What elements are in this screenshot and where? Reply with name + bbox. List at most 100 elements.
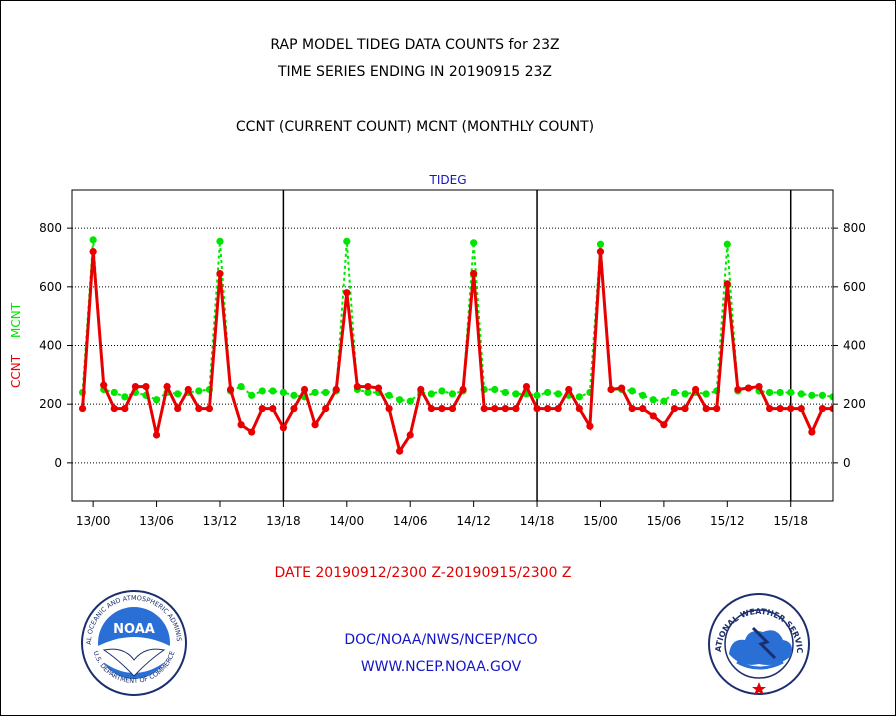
data-point-ccnt <box>554 404 562 413</box>
x-tick-label: 15/12 <box>710 514 745 528</box>
data-point-mcnt <box>89 236 97 244</box>
data-point-ccnt <box>226 385 235 394</box>
data-point-ccnt <box>755 382 763 391</box>
data-point-ccnt <box>152 431 161 439</box>
grid-layer <box>72 190 833 501</box>
series-ccnt <box>78 248 833 455</box>
data-point-mcnt <box>269 387 277 395</box>
chart-title-line3: CCNT (CURRENT COUNT) MCNT (MONTHLY COUNT… <box>235 119 595 135</box>
data-point-mcnt <box>364 388 372 397</box>
data-point-mcnt <box>670 388 679 397</box>
data-point-mcnt <box>575 393 583 401</box>
nws-logo: NATIONAL WEATHER SERVICE <box>707 592 810 695</box>
data-point-mcnt <box>279 388 287 397</box>
data-point-mcnt <box>195 387 203 395</box>
x-tick-label: 15/06 <box>647 514 682 528</box>
data-point-ccnt <box>322 404 330 413</box>
data-point-ccnt <box>533 404 541 413</box>
noaa-label: NOAA <box>113 622 155 637</box>
data-point-mcnt <box>533 391 541 399</box>
data-point-ccnt <box>586 422 594 430</box>
data-point-mcnt <box>818 391 827 399</box>
time-series-chart: TIDEG 0 0 200 200 400 400 600 600 800 800 13/00 13/… <box>9 173 866 528</box>
data-point-mcnt <box>681 390 689 398</box>
data-point-mcnt <box>639 391 647 399</box>
data-point-mcnt <box>765 388 774 397</box>
data-point-mcnt <box>660 397 668 405</box>
data-point-ccnt <box>300 385 309 394</box>
axis-layer: 0 0 200 200 400 400 600 600 800 800 13/00 13/06 13/1… <box>39 189 866 528</box>
data-point-ccnt <box>670 404 679 413</box>
data-point-ccnt <box>639 404 647 413</box>
data-point-ccnt <box>406 431 414 439</box>
data-point-ccnt <box>618 384 626 392</box>
data-point-ccnt <box>829 404 833 413</box>
data-point-ccnt <box>195 404 203 413</box>
data-point-ccnt <box>575 404 583 413</box>
data-point-ccnt <box>660 421 668 429</box>
series-layer <box>78 236 833 455</box>
data-point-ccnt <box>470 270 478 278</box>
data-point-mcnt <box>702 390 710 398</box>
data-point-ccnt <box>607 385 615 394</box>
data-point-ccnt <box>776 404 784 413</box>
data-point-ccnt <box>364 382 372 391</box>
data-point-ccnt <box>237 421 245 429</box>
data-point-mcnt <box>512 390 520 398</box>
data-point-mcnt <box>470 239 478 247</box>
data-point-mcnt <box>554 390 562 398</box>
data-point-ccnt <box>818 404 827 413</box>
data-point-mcnt <box>311 388 319 397</box>
data-point-ccnt <box>691 385 700 394</box>
data-point-mcnt <box>152 396 161 404</box>
data-point-ccnt <box>163 382 171 391</box>
y-tick-label-right: 600 <box>843 280 866 294</box>
data-point-ccnt <box>343 289 351 297</box>
data-point-ccnt <box>491 404 499 413</box>
data-point-ccnt <box>459 385 467 394</box>
data-point-ccnt <box>522 382 531 391</box>
x-tick-label: 14/12 <box>456 514 491 528</box>
data-point-ccnt <box>353 382 361 391</box>
data-point-ccnt <box>427 404 435 413</box>
y-tick-label-left: 800 <box>39 221 62 235</box>
chart-subtitle: TIDEG <box>429 173 467 187</box>
data-point-ccnt <box>279 424 287 432</box>
data-point-ccnt <box>787 404 795 413</box>
data-point-mcnt <box>544 388 552 397</box>
data-point-ccnt <box>797 404 805 413</box>
data-point-ccnt <box>385 404 393 413</box>
data-point-ccnt <box>290 404 298 413</box>
data-point-mcnt <box>237 382 245 391</box>
data-point-ccnt <box>596 248 605 256</box>
data-point-mcnt <box>406 397 414 405</box>
data-point-mcnt <box>322 388 330 397</box>
x-tick-label: 15/00 <box>583 514 618 528</box>
data-point-mcnt <box>797 390 805 398</box>
data-point-ccnt <box>744 384 753 392</box>
data-point-ccnt <box>480 404 488 413</box>
website-link[interactable]: WWW.NCEP.NOAA.GOV <box>360 659 522 675</box>
x-tick-label: 13/12 <box>203 514 238 528</box>
y-tick-label-left: 400 <box>39 339 62 353</box>
chart-title-line1: RAP MODEL TIDEG DATA COUNTS for 23Z <box>270 37 560 53</box>
x-tick-label: 13/18 <box>266 514 301 528</box>
data-point-ccnt <box>121 404 129 413</box>
data-point-ccnt <box>438 404 446 413</box>
data-point-ccnt <box>311 421 319 429</box>
x-tick-label: 14/06 <box>393 514 428 528</box>
data-point-ccnt <box>396 447 404 455</box>
x-tick-label: 14/18 <box>520 514 555 528</box>
data-point-ccnt <box>332 385 340 394</box>
data-point-ccnt <box>142 382 150 391</box>
data-point-mcnt <box>723 240 731 248</box>
data-point-mcnt <box>829 393 833 401</box>
data-point-mcnt <box>248 391 256 399</box>
y-tick-label-left: 0 <box>54 456 62 470</box>
data-point-mcnt <box>628 387 636 395</box>
org-link[interactable]: DOC/NOAA/NWS/NCEP/NCO <box>344 632 538 648</box>
data-point-mcnt <box>427 390 435 398</box>
data-point-mcnt <box>396 396 404 404</box>
data-point-ccnt <box>649 412 657 420</box>
data-point-mcnt <box>216 237 224 245</box>
